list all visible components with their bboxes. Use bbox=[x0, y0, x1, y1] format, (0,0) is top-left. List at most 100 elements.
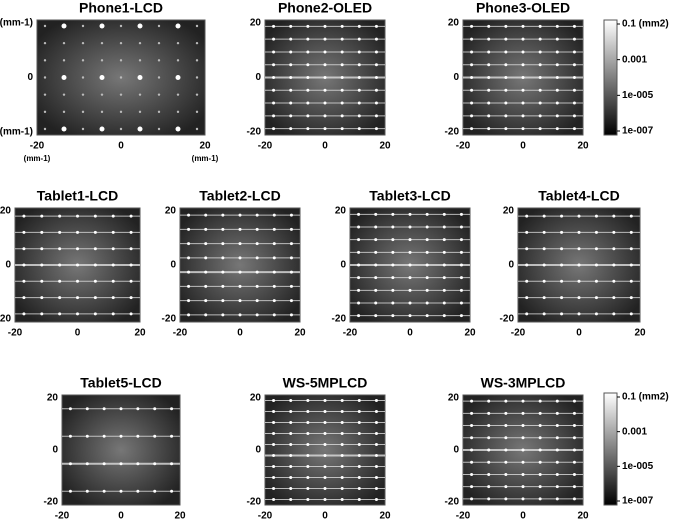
spot bbox=[136, 434, 140, 438]
spot bbox=[289, 114, 293, 118]
spot bbox=[93, 312, 97, 316]
x-tick-label: 20 bbox=[379, 141, 391, 152]
spot bbox=[555, 497, 559, 501]
spot bbox=[504, 101, 508, 105]
spot bbox=[340, 443, 344, 446]
y-tick-label: -20 bbox=[162, 314, 177, 325]
spot bbox=[572, 50, 576, 54]
spot bbox=[577, 279, 581, 283]
spot bbox=[538, 88, 542, 92]
spot bbox=[119, 462, 123, 466]
spot bbox=[340, 465, 344, 468]
panel-title: Tablet5-LCD bbox=[80, 375, 161, 391]
spot bbox=[374, 301, 378, 305]
spot bbox=[442, 314, 446, 318]
spot bbox=[442, 212, 446, 216]
spot bbox=[289, 299, 293, 303]
spot bbox=[357, 498, 361, 501]
spot bbox=[391, 250, 395, 254]
spot bbox=[504, 497, 508, 501]
spot bbox=[129, 247, 133, 251]
colorbar-label: 1e-007 bbox=[622, 126, 654, 137]
spot bbox=[272, 443, 276, 446]
spot bbox=[408, 276, 412, 280]
spot bbox=[374, 476, 378, 479]
x-tick-label: 20 bbox=[294, 328, 306, 339]
x-tick-label: 0 bbox=[75, 328, 81, 339]
spot bbox=[521, 460, 525, 464]
spot bbox=[442, 263, 446, 267]
spot bbox=[525, 296, 529, 300]
spot bbox=[176, 59, 180, 62]
y-tick-label: -20 bbox=[247, 497, 262, 508]
spot bbox=[555, 88, 559, 92]
spot bbox=[129, 263, 133, 267]
spot bbox=[187, 270, 191, 274]
spot bbox=[470, 399, 474, 403]
spot bbox=[374, 114, 378, 118]
spot bbox=[425, 225, 429, 229]
spot bbox=[204, 313, 208, 317]
spot bbox=[459, 212, 463, 216]
spot bbox=[323, 88, 327, 92]
y-tick-label: 0 bbox=[52, 445, 58, 456]
spot bbox=[76, 230, 79, 234]
spot bbox=[442, 288, 446, 292]
spot bbox=[487, 472, 491, 476]
spot bbox=[504, 436, 508, 440]
spot bbox=[425, 301, 429, 305]
spot bbox=[594, 247, 598, 251]
y-tick-label: 0 bbox=[5, 260, 11, 271]
spot bbox=[272, 63, 276, 67]
x-tick-label: 20 bbox=[577, 141, 589, 152]
spot bbox=[68, 489, 72, 493]
spot bbox=[629, 296, 633, 300]
spot bbox=[153, 434, 157, 438]
x-tick-label: 20 bbox=[634, 328, 646, 339]
x-tick-label: -20 bbox=[511, 328, 526, 339]
spot bbox=[119, 59, 123, 62]
spot bbox=[594, 263, 598, 267]
spot bbox=[76, 214, 79, 218]
y-tick-label: 20 bbox=[250, 18, 262, 29]
spot bbox=[521, 424, 525, 428]
spot bbox=[560, 279, 564, 283]
spot bbox=[238, 213, 242, 217]
spot bbox=[459, 314, 463, 318]
spot bbox=[40, 312, 44, 316]
spot bbox=[85, 462, 89, 466]
spot bbox=[629, 279, 633, 283]
spot bbox=[81, 93, 85, 96]
spot bbox=[560, 312, 564, 316]
spot bbox=[175, 23, 181, 29]
spot bbox=[357, 276, 361, 280]
spot bbox=[40, 296, 44, 300]
spot bbox=[100, 41, 104, 45]
spot bbox=[555, 50, 559, 54]
spot bbox=[425, 238, 429, 242]
spot bbox=[289, 24, 293, 28]
spot bbox=[306, 421, 310, 424]
y-tick-label: 0 bbox=[255, 445, 261, 456]
spot bbox=[525, 214, 529, 218]
spot bbox=[594, 214, 598, 218]
spot bbox=[425, 314, 429, 318]
spot bbox=[357, 37, 361, 41]
spot bbox=[176, 110, 180, 114]
spot bbox=[425, 263, 429, 267]
spot bbox=[195, 93, 199, 96]
spot bbox=[629, 312, 633, 316]
spot bbox=[391, 314, 395, 318]
x-tick-label: -20 bbox=[456, 141, 471, 152]
spot bbox=[272, 313, 276, 317]
spot bbox=[572, 101, 576, 105]
spot bbox=[323, 101, 327, 105]
x-tick-label: -20 bbox=[173, 328, 188, 339]
spot bbox=[408, 314, 412, 318]
spot bbox=[560, 230, 564, 234]
spot bbox=[612, 247, 616, 251]
spot bbox=[340, 88, 344, 92]
spot bbox=[93, 296, 97, 300]
spot bbox=[470, 485, 474, 489]
spot bbox=[408, 250, 412, 254]
